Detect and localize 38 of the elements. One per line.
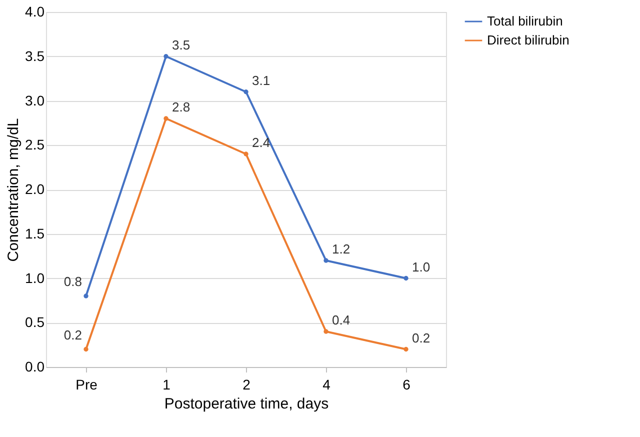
x-tick-label: 6 (402, 376, 411, 392)
point (404, 346, 408, 352)
data-label: 0.2 (64, 327, 82, 342)
x-axis-title: Postoperative time, days (164, 396, 329, 412)
x-tick-label: Pre (76, 376, 98, 392)
point (244, 152, 248, 156)
y-tick-label: 0.5 (25, 314, 45, 330)
y-tick-label: 0.0 (25, 358, 45, 374)
y-tick-label: 2.0 (25, 181, 45, 197)
point (84, 346, 88, 352)
x-tick-label: 2 (242, 376, 251, 392)
data-label: 0.8 (64, 274, 82, 289)
data-label: 0.2 (412, 330, 430, 346)
point (164, 54, 168, 59)
y-tick-label: 3.0 (25, 92, 45, 108)
data-label: 2.8 (172, 100, 190, 114)
point (324, 258, 328, 263)
point (244, 90, 248, 94)
y-tick-label: 2.5 (25, 136, 45, 153)
y-tick-label: 1.0 (25, 270, 45, 286)
data-label: 3.1 (252, 72, 270, 88)
y-axis-title: Concentration, mg/dL (5, 118, 22, 262)
y-tick-label: 3.5 (25, 48, 45, 64)
data-label: 1.2 (332, 242, 350, 256)
x-tick-label: 4 (322, 376, 331, 392)
x-tick-label: 1 (162, 376, 171, 392)
point (84, 294, 88, 298)
data-label: 3.5 (172, 37, 190, 52)
data-label: 1.0 (412, 259, 430, 274)
point (164, 116, 168, 121)
legend-label: Direct bilirubin (487, 32, 570, 48)
legend-label: Total bilirubin (487, 14, 563, 28)
data-label: 2.4 (252, 135, 270, 150)
y-tick-label: 1.5 (25, 225, 45, 242)
data-label: 0.4 (332, 312, 350, 328)
point (324, 329, 328, 334)
y-tick-label: 4.0 (25, 4, 45, 20)
point (404, 276, 408, 281)
